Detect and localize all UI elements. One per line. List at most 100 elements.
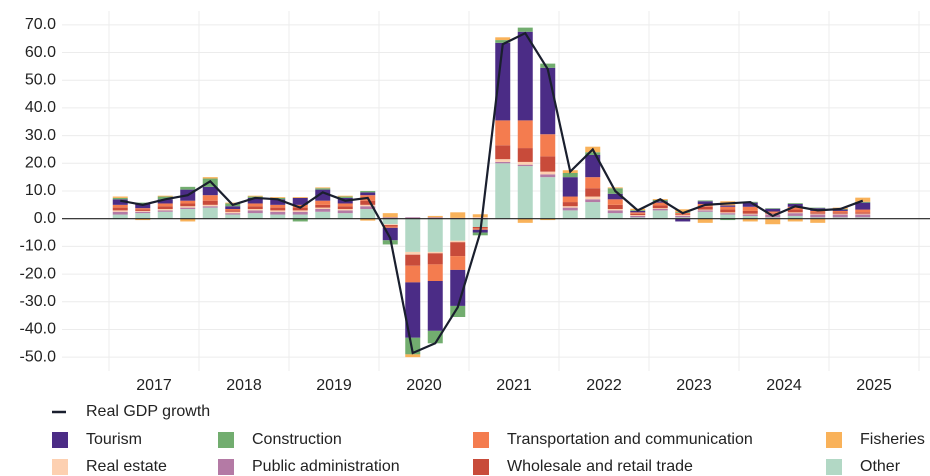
bar-segment [247,197,263,204]
bar-segment [607,193,623,200]
bar-segment [112,204,128,208]
bar-segment [652,209,668,211]
bar-segment [247,195,263,197]
gdp-line [120,31,864,355]
bar-segment [585,177,601,189]
bar-segment [382,218,398,225]
bar-segment [517,120,533,149]
bar-segment [157,199,173,204]
bar-segment [652,202,668,206]
bar-segment [810,218,826,223]
bar-segment [157,196,173,200]
bar-segment [720,214,736,219]
bar-segment [247,206,263,209]
bar-segment [427,215,443,218]
bar-segment [495,145,511,160]
bar-segment [697,206,713,210]
bar-segment [157,206,173,209]
bar-segment [720,213,736,215]
bar-segment [202,206,218,208]
bar-segment [225,210,241,212]
bar-segment [742,206,758,211]
bar-segment [337,209,353,211]
bar-segment [810,212,826,214]
bar-segment [202,207,218,219]
bar-segment [562,196,578,203]
bar-segment [855,197,871,202]
bar-segment [427,217,443,219]
bar-segment [112,207,128,211]
legend-label: Transportation and communication [507,431,753,448]
bar-segment [450,256,466,270]
bar-segment [247,210,263,214]
bar-segment [832,210,848,213]
bar-segment [337,206,353,209]
bar-segment [855,209,871,213]
legend-swatch [52,459,68,475]
bar-segment [540,156,556,172]
bar-segment [765,208,781,209]
bar-segment [360,204,376,207]
bar-segment [787,215,803,219]
bar-segment [427,281,443,331]
bar-segment [517,27,533,32]
bar-segment [517,218,533,223]
bar-segment [180,206,196,208]
bar-segment [540,174,556,178]
bar-segment [405,282,421,338]
bar-segment [585,199,601,203]
bar-segment [135,208,151,210]
bar-segment [832,209,848,211]
bar-segment [157,209,173,211]
bar-segment [405,254,421,266]
bar-segment [675,215,691,218]
bar-segment [540,67,556,135]
y-tick-label: 60.0 [25,44,56,61]
bar-segment [292,218,308,222]
bar-segment [180,200,196,204]
bar-segment [652,201,668,203]
bar-segment [787,209,803,213]
bar-segment [765,208,781,212]
bar-segment [495,161,511,164]
bar-segment [697,218,713,223]
bar-segment [720,212,736,214]
bar-segment [315,209,331,212]
y-tick-label: 30.0 [25,127,56,144]
bar-segment [450,240,466,243]
bar-segment [855,201,871,203]
bar-segment [135,209,151,211]
bar-segment [540,63,556,68]
bar-segment [832,214,848,218]
bar-segment [315,211,331,219]
bar-segment [337,210,353,214]
bar-segment [292,214,308,219]
bar-segment [855,217,871,219]
bar-segment [135,218,151,221]
bar-segment [607,209,623,211]
bar-segment [315,207,331,209]
legend-swatch [218,432,234,448]
bar-segment [675,215,691,216]
bar-segment [382,226,398,228]
legend-label: Public administration [252,458,400,475]
bar-segment [427,330,443,344]
bar-segment [787,218,803,222]
bar-segment [337,196,353,198]
bar-segment [675,209,691,213]
x-tick-label: 2018 [226,377,262,394]
bar-segment [292,210,308,212]
bar-segment [450,305,466,317]
bar-segment [495,40,511,43]
bar-segment [540,171,556,175]
bar-segment [247,213,263,219]
bar-segment [180,186,196,190]
y-tick-label: 50.0 [25,71,56,88]
bar-segment [427,218,443,252]
bar-segment [202,186,218,196]
bar-segment [360,192,376,196]
legend-label: Real estate [86,458,167,475]
bar-segment [630,210,646,213]
bar-segment [292,204,308,208]
